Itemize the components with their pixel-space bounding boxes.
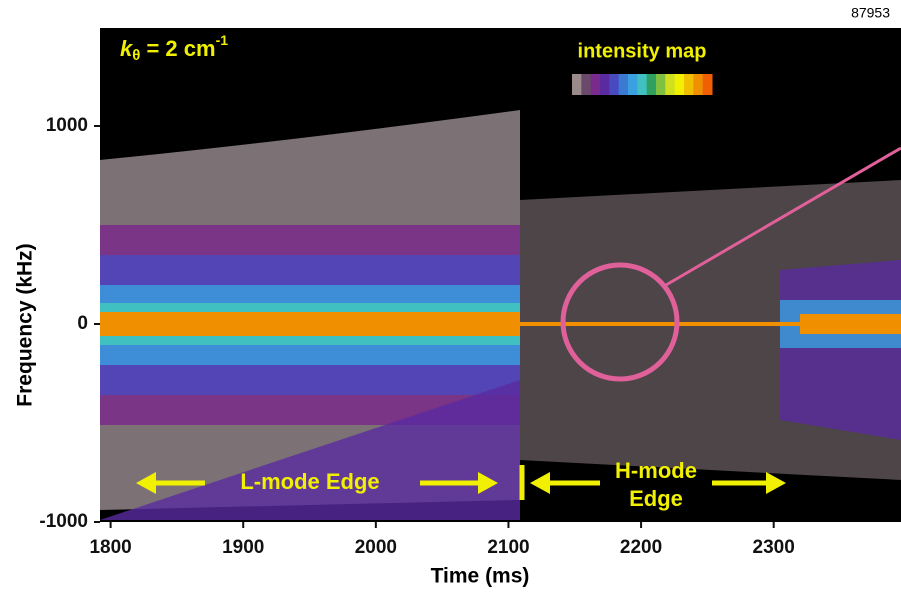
shot-number: 87953 xyxy=(851,5,890,21)
colorbar-swatch xyxy=(572,74,582,95)
x-axis-title: Time (ms) xyxy=(431,565,530,588)
x-tick-label: 2200 xyxy=(620,537,662,558)
x-tick-label: 2100 xyxy=(487,537,529,558)
colorbar-title: intensity map xyxy=(578,40,707,62)
spectrogram xyxy=(100,28,901,522)
colorbar-swatch xyxy=(600,74,610,95)
colorbar-swatch xyxy=(684,74,694,95)
colorbar-swatch xyxy=(590,74,601,95)
colorbar-swatch xyxy=(665,74,676,95)
colorbar-swatch xyxy=(656,74,666,95)
colorbar-swatch xyxy=(609,74,620,95)
colorbar-swatch xyxy=(646,74,657,95)
colorbar-swatch xyxy=(674,74,685,95)
annotation: H-mode xyxy=(615,458,697,483)
colorbar-swatch xyxy=(702,74,713,95)
annotation: Edge xyxy=(629,486,683,511)
k-symbol: k xyxy=(120,36,134,61)
colorbar-swatch xyxy=(637,74,648,95)
colorbar-swatch xyxy=(618,74,629,95)
y-tick-label: -1000 xyxy=(39,511,88,532)
x-tick-label: 2000 xyxy=(355,537,397,558)
colorbar-swatch xyxy=(628,74,638,95)
wavenumber-label: kθ = 2 cm-1 xyxy=(120,32,228,64)
k-subscript: θ xyxy=(132,47,140,64)
colorbar-swatch xyxy=(581,74,592,95)
y-tick-label: 0 xyxy=(77,313,88,334)
k-text: = 2 cm xyxy=(140,36,215,61)
colorbar-swatch xyxy=(693,74,704,95)
y-axis-title: Frequency (kHz) xyxy=(14,243,37,406)
x-tick-label: 2300 xyxy=(753,537,795,558)
annotation: L-mode Edge xyxy=(240,469,379,494)
x-tick-label: 1900 xyxy=(222,537,264,558)
k-superscript: -1 xyxy=(216,32,229,48)
x-tick-label: 1800 xyxy=(89,537,131,558)
y-tick-label: 1000 xyxy=(46,115,88,136)
